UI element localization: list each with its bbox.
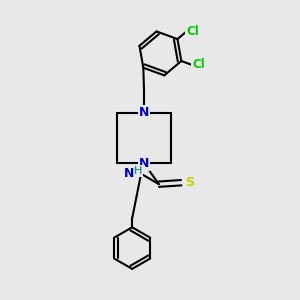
Text: N: N [123, 167, 134, 180]
Text: N: N [139, 106, 149, 119]
Text: S: S [186, 176, 195, 189]
Text: Cl: Cl [192, 58, 205, 71]
Text: H: H [134, 166, 142, 176]
Text: N: N [139, 157, 149, 170]
Text: Cl: Cl [186, 25, 199, 38]
